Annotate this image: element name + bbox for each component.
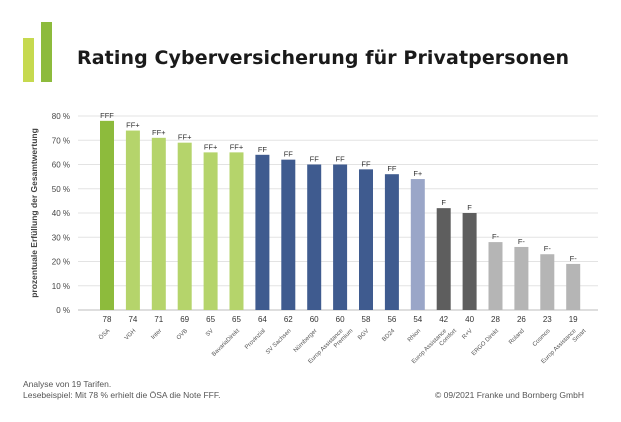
value-label: 65 — [232, 315, 241, 324]
y-tick-label: 60 % — [52, 161, 70, 170]
bar — [229, 152, 244, 310]
y-tick-label: 0 % — [56, 306, 70, 315]
rating-label: FF — [361, 159, 371, 168]
value-label: 74 — [128, 315, 137, 324]
value-label: 60 — [310, 315, 319, 324]
category-label: Cosmos — [532, 328, 552, 348]
category-label: Nürnberger — [293, 328, 319, 354]
value-label: 26 — [517, 315, 526, 324]
value-label: 60 — [336, 315, 345, 324]
rating-label: F- — [492, 232, 500, 241]
value-label: 69 — [180, 315, 189, 324]
category-label: R+V — [461, 328, 474, 341]
bar — [359, 169, 373, 310]
chart-title: Rating Cyberversicherung für Privatperso… — [77, 47, 570, 69]
value-label: 23 — [543, 315, 552, 324]
bar — [333, 164, 348, 310]
rating-label: FF+ — [204, 142, 218, 151]
bar — [566, 263, 581, 310]
bar — [177, 142, 192, 310]
bar — [488, 242, 503, 310]
value-label: 62 — [284, 315, 293, 324]
logo-bar-left — [23, 38, 34, 82]
value-label: 71 — [154, 315, 163, 324]
y-tick-label: 40 % — [52, 209, 70, 218]
y-tick-label: 50 % — [52, 185, 70, 194]
category-label: ÖSA — [98, 327, 112, 341]
footer-copyright: © 09/2021 Franke und Bornberg GmbH — [435, 390, 584, 400]
bar — [125, 130, 140, 310]
rating-label: FFF — [100, 111, 114, 120]
bar — [203, 152, 218, 310]
value-label: 28 — [491, 315, 500, 324]
category-label: BavariaDirekt — [211, 328, 241, 358]
rating-label: FF+ — [230, 142, 244, 151]
category-label: Provinzial — [244, 328, 267, 351]
rating-label: FF+ — [178, 133, 192, 142]
rating-label: FF — [284, 150, 294, 159]
logo-bar-right — [41, 22, 52, 82]
value-label: 56 — [387, 315, 396, 324]
bar — [540, 254, 555, 310]
bar — [307, 164, 322, 310]
y-tick-label: 70 % — [52, 136, 70, 145]
category-label: SV — [205, 328, 215, 338]
category-label: SV Sachsen — [265, 328, 293, 356]
rating-label: F — [467, 203, 472, 212]
bar — [436, 208, 451, 310]
value-label: 40 — [465, 315, 474, 324]
rating-label: F- — [570, 254, 578, 263]
rating-label: FF — [387, 164, 397, 173]
bar — [281, 159, 296, 310]
category-label: OVB — [176, 328, 189, 341]
y-tick-label: 10 % — [52, 282, 70, 291]
bar — [151, 137, 166, 310]
bar — [384, 174, 399, 310]
rating-label: FF+ — [152, 128, 166, 137]
rating-label: FF — [310, 155, 320, 164]
category-label: VGH — [124, 328, 137, 341]
y-tick-label: 30 % — [52, 233, 70, 242]
rating-label: FF — [336, 155, 346, 164]
rating-label: F- — [518, 237, 526, 246]
y-tick-label: 20 % — [52, 258, 70, 267]
rating-label: F- — [544, 244, 552, 253]
bar — [514, 246, 529, 310]
category-label: Rhion — [407, 328, 422, 343]
footer-analysis-note: Analyse von 19 Tarifen. — [23, 379, 112, 389]
category-label: Inter — [150, 328, 163, 341]
rating-label: FF+ — [126, 121, 140, 130]
rating-label: F — [441, 198, 446, 207]
category-label: BGV — [357, 328, 370, 341]
rating-label: F+ — [413, 169, 423, 178]
bar — [410, 179, 425, 310]
rating-label: FF — [258, 145, 268, 154]
value-label: 19 — [569, 315, 578, 324]
category-label: Roland — [508, 328, 526, 346]
value-label: 64 — [258, 315, 267, 324]
bar — [100, 120, 114, 310]
bar — [462, 213, 477, 310]
footer-reading-example: Lesebeispiel: Mit 78 % erhielt die ÖSA d… — [23, 390, 221, 400]
category-label: ERGO Direkt — [471, 328, 500, 357]
y-axis-label: prozentuale Erfüllung der Gesamtwertung — [29, 128, 39, 298]
value-label: 78 — [103, 315, 112, 324]
value-label: 42 — [439, 315, 448, 324]
value-label: 54 — [413, 315, 422, 324]
bar — [255, 154, 270, 310]
value-label: 65 — [206, 315, 215, 324]
category-label: BD24 — [381, 328, 396, 343]
value-label: 58 — [362, 315, 371, 324]
y-tick-label: 80 % — [52, 112, 70, 121]
